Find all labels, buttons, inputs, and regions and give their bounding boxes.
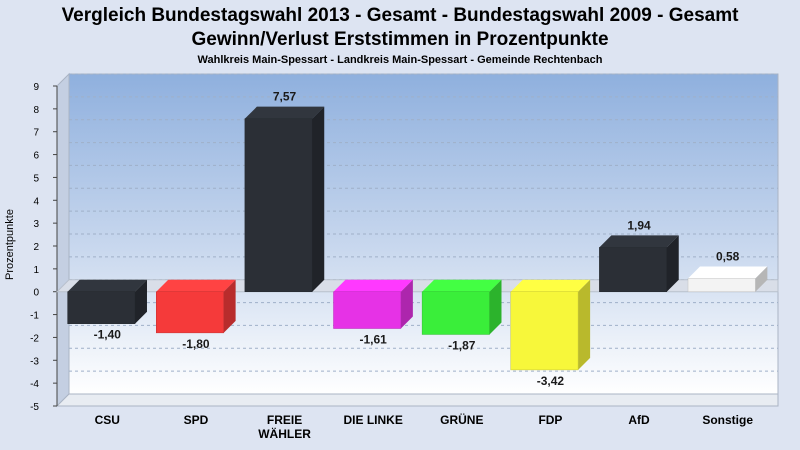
data-label: -3,42 (537, 374, 565, 388)
x-tick-label: SPD (184, 413, 209, 427)
data-label: 1,94 (627, 218, 651, 232)
bar-side (666, 235, 679, 292)
y-tick-label: 0 (33, 288, 39, 299)
x-tick-label: CSU (95, 413, 120, 427)
bar (244, 118, 313, 292)
chart-title-line2: Gewinn/Verlust Erststimmen in Prozentpun… (191, 29, 609, 50)
bar-side (312, 106, 325, 292)
data-label: -1,80 (182, 337, 210, 351)
y-tick-label: 4 (33, 196, 39, 207)
bar (67, 291, 136, 324)
x-tick-label: FDP (538, 413, 562, 427)
y-tick-label: 7 (33, 128, 39, 139)
data-label: 0,58 (716, 249, 740, 263)
x-tick-label: WÄHLER (258, 426, 311, 441)
bar-side (223, 279, 236, 333)
bar-top (422, 279, 502, 292)
y-tick-label: 3 (33, 219, 39, 230)
y-tick-label: -4 (30, 379, 39, 390)
x-tick-label: Sonstige (702, 413, 753, 427)
data-label: -1,87 (448, 338, 476, 352)
x-tick-label: FREIE (267, 413, 302, 427)
data-label: -1,40 (94, 328, 122, 342)
y-tick-label: 1 (33, 265, 39, 276)
y-tick-label: 8 (33, 105, 39, 116)
bar-top (599, 235, 679, 248)
plot-floor (55, 393, 779, 407)
bar (510, 291, 579, 371)
y-tick-label: 9 (33, 82, 39, 93)
y-tick-label: -5 (30, 402, 39, 413)
x-tick-label: AfD (628, 413, 650, 427)
y-tick-label: -3 (30, 356, 39, 367)
x-tick-label: DIE LINKE (344, 413, 403, 427)
data-label: 7,57 (273, 90, 297, 104)
bar-top (510, 279, 591, 292)
y-tick-label: 5 (33, 173, 39, 184)
y-tick-label: -2 (30, 333, 39, 344)
bar-top (333, 279, 413, 292)
bar-top (67, 279, 147, 292)
data-label: -1,61 (360, 333, 388, 347)
bar-side (134, 279, 147, 324)
bar-side (489, 279, 502, 335)
bar (156, 291, 224, 334)
bar (687, 278, 756, 292)
y-tick-label: 6 (33, 151, 39, 162)
chart-title: Vergleich Bundestagswahl 2013 - Gesamt -… (61, 5, 739, 26)
plot-side-wall (56, 72, 70, 408)
bar-side (400, 279, 413, 329)
chart-subtitle: Wahlkreis Main-Spessart - Landkreis Main… (197, 54, 603, 66)
bar (333, 291, 402, 329)
bar-top (156, 279, 236, 292)
y-tick-label: -1 (30, 311, 39, 322)
bar (599, 247, 667, 292)
y-tick-label: 2 (33, 242, 39, 253)
bar-top (244, 106, 325, 119)
x-tick-label: GRÜNE (440, 412, 483, 427)
bar-side (578, 279, 591, 370)
bar-side (755, 266, 768, 292)
bar-top (688, 266, 768, 279)
bar (421, 291, 490, 335)
